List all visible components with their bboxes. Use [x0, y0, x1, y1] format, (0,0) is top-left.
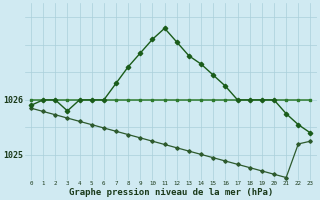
X-axis label: Graphe pression niveau de la mer (hPa): Graphe pression niveau de la mer (hPa) — [68, 188, 273, 197]
